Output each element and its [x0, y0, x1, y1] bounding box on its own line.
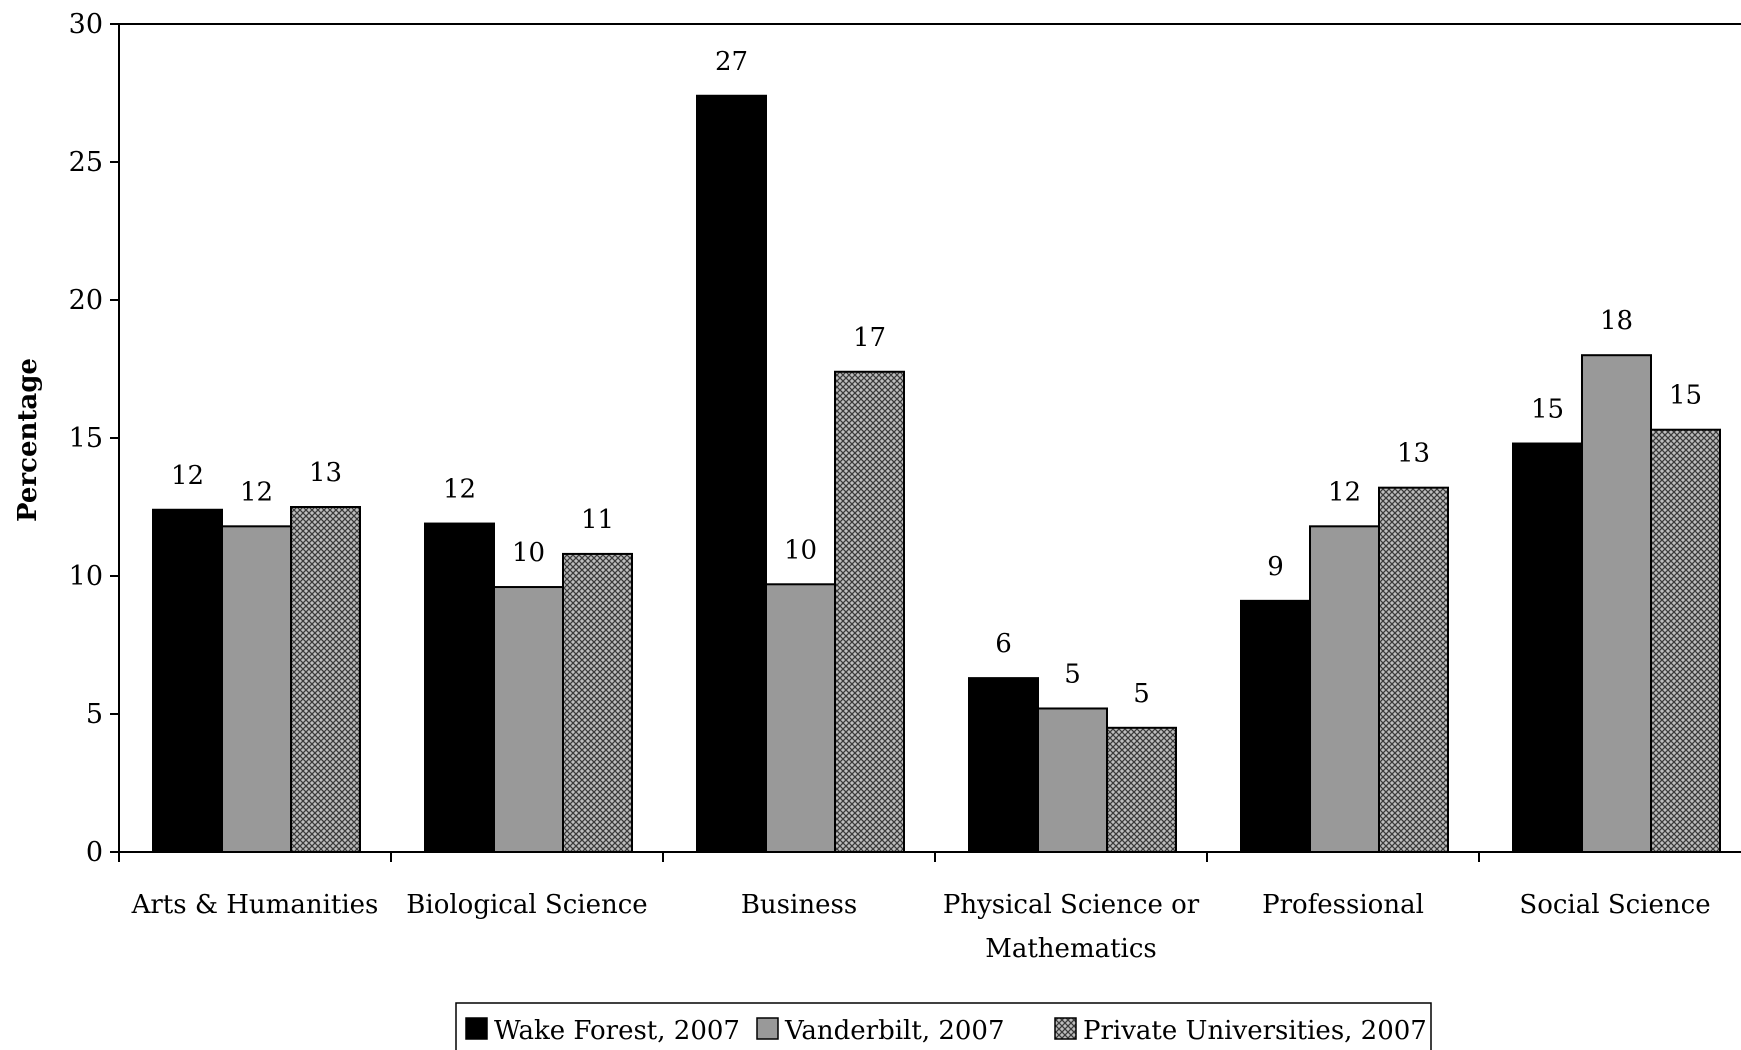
data-label: 12 [1328, 477, 1361, 507]
bar-3-6 [1650, 428, 1721, 853]
y-tick-label: 10 [69, 561, 103, 592]
data-label: 10 [512, 538, 545, 568]
legend: Wake Forest, 2007 Vanderbilt, 2007 Private… [455, 1002, 1432, 1050]
bar-1-5 [1240, 599, 1311, 854]
bar-2-2 [493, 586, 564, 853]
bars: 12 12 13 12 10 11 27 10 17 6 5 5 9 12 13 15 18 15 [152, 47, 1721, 854]
bar-3-5 [1378, 486, 1449, 853]
bar-2-3 [765, 583, 836, 854]
bar-2-5 [1309, 525, 1380, 853]
data-label: 17 [853, 323, 886, 353]
data-label: 5 [1133, 679, 1150, 709]
data-label: 15 [1669, 381, 1702, 411]
data-label: 13 [309, 458, 342, 488]
x-category-label: Business [741, 890, 857, 920]
legend-label: Wake Forest, 2007 [494, 1016, 740, 1046]
bar-2-6 [1581, 354, 1652, 853]
data-label: 9 [1267, 552, 1284, 582]
data-label: 18 [1600, 306, 1633, 336]
data-label: 10 [784, 535, 817, 565]
y-tick-label: 25 [69, 147, 103, 178]
data-label: 11 [581, 505, 614, 535]
bar-2-1 [221, 525, 292, 853]
x-category-label: Biological Science [406, 890, 647, 920]
data-label: 6 [995, 629, 1012, 659]
bar-1-2 [424, 522, 495, 853]
x-category-label: Social Science [1519, 890, 1710, 920]
bar-3-4 [1106, 726, 1177, 853]
y-axis: 0 5 10 15 20 25 30 [69, 9, 1741, 868]
y-tick-label: 5 [86, 699, 103, 730]
y-tick-label: 0 [86, 837, 103, 868]
data-label: 27 [715, 47, 748, 77]
legend-swatch [1054, 1017, 1077, 1040]
x-axis: Arts & Humanities Biological Science Busin… [118, 851, 1741, 964]
y-tick-label: 20 [69, 285, 103, 316]
x-category-label: Arts & Humanities [131, 890, 379, 920]
data-label: 12 [171, 461, 204, 491]
y-tick-label: 15 [69, 423, 103, 454]
legend-label: Vanderbilt, 2007 [784, 1016, 1005, 1046]
bar-1-6 [1512, 442, 1583, 853]
legend-swatch [756, 1017, 779, 1040]
bar-1-3 [696, 94, 767, 853]
legend-box [455, 1002, 1432, 1050]
legend-label: Private Universities, 2007 [1083, 1016, 1427, 1046]
data-label: 13 [1397, 439, 1430, 469]
bar-1-1 [152, 508, 223, 853]
y-tick-label: 30 [69, 9, 103, 40]
x-category-label: Physical Science or [943, 890, 1200, 920]
bar-3-1 [290, 506, 361, 853]
bar-1-4 [968, 677, 1039, 853]
bar-3-3 [834, 370, 905, 853]
y-axis-label: Percentage [13, 358, 43, 522]
data-label: 12 [240, 477, 273, 507]
data-label: 5 [1064, 659, 1081, 689]
x-category-label: Mathematics [985, 934, 1157, 964]
legend-swatch [465, 1017, 488, 1040]
bar-3-2 [562, 552, 633, 853]
x-category-label: Professional [1262, 890, 1424, 920]
data-label: 12 [443, 475, 476, 505]
bar-2-4 [1037, 707, 1108, 853]
data-label: 15 [1531, 395, 1564, 425]
